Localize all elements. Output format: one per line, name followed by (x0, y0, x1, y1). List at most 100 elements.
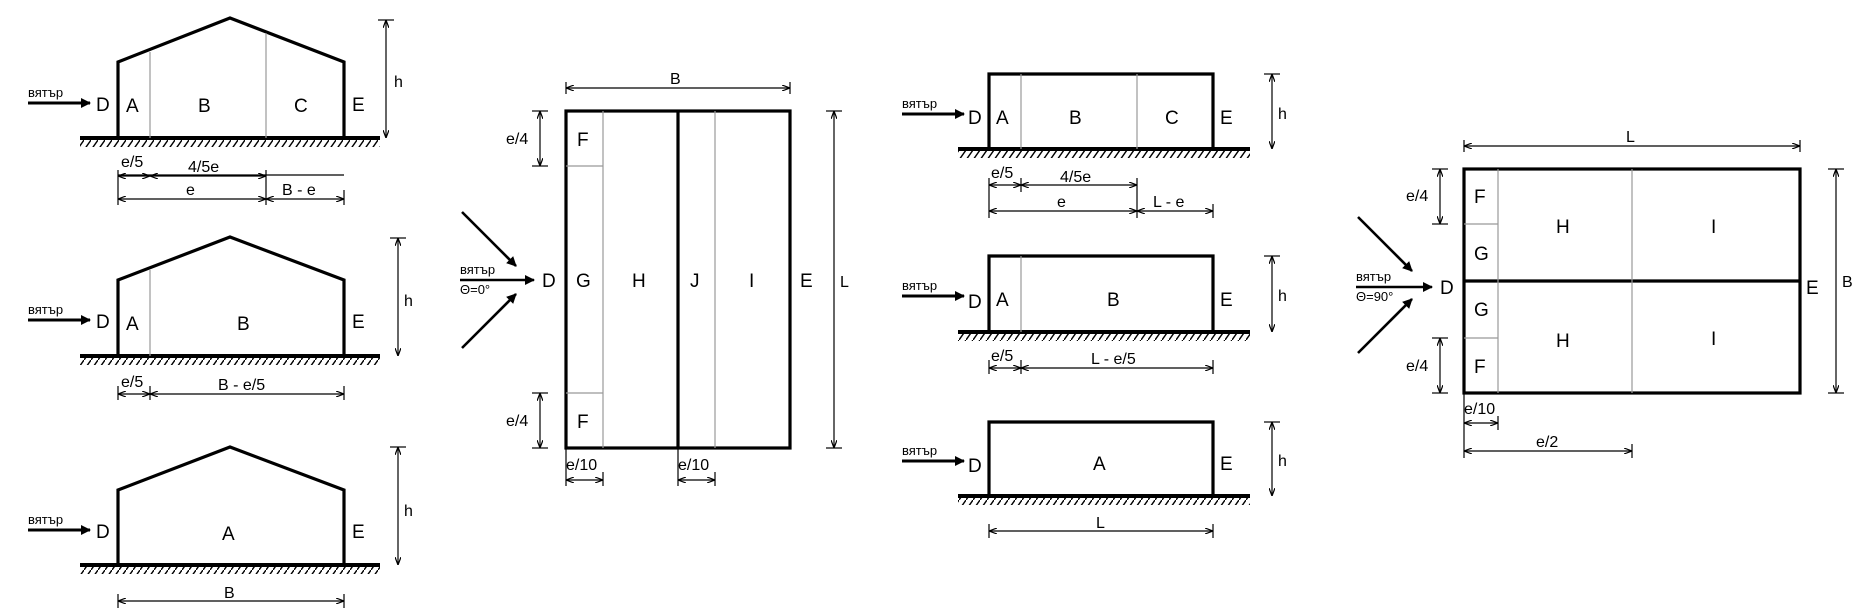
height-label: h (394, 74, 403, 91)
e45-label: 4/5e (1060, 169, 1091, 186)
b-label: B (1842, 274, 1853, 291)
zone-a-label: A (222, 524, 235, 545)
wind-label: вятър (28, 512, 63, 527)
zone-i-label: I (749, 271, 754, 292)
ground-hatch (958, 496, 1250, 505)
wind-label: вятър (28, 302, 63, 317)
ground-hatch (958, 332, 1250, 341)
zone-f-label: F (577, 412, 589, 433)
zone-f-label: F (577, 130, 589, 151)
theta-label: Θ=90° (1356, 289, 1393, 304)
face-e-label: E (1806, 278, 1819, 299)
roof-plan-theta-0: вятър Θ=0° D F G F H J I E B L e/4 e/4 (460, 71, 849, 486)
building-outline (116, 445, 346, 565)
zone-g-label: G (1474, 300, 1489, 321)
e-label: e (1057, 194, 1066, 211)
gable-elevation-3: вятър D E A h B (28, 445, 413, 608)
l-e5-label: L - e/5 (1091, 351, 1136, 368)
e4-label: e/4 (1406, 358, 1428, 375)
e5-label: e/5 (121, 154, 143, 171)
zone-b-label: B (198, 96, 211, 117)
zone-g-label: G (576, 271, 591, 292)
wind-label: вятър (1356, 269, 1391, 284)
wind-label: вятър (902, 96, 937, 111)
wind-arrow-oblique (461, 293, 517, 349)
face-d-label: D (96, 95, 110, 116)
e-label: e (186, 182, 195, 199)
l-e-label: L - e (1153, 194, 1185, 211)
wind-label: вятър (460, 262, 495, 277)
b-label: B (670, 71, 681, 88)
face-e-label: E (1220, 108, 1233, 129)
zone-f-label: F (1474, 187, 1486, 208)
face-d-label: D (542, 271, 556, 292)
wind-arrow-oblique (1357, 216, 1413, 272)
e45-label: 4/5e (188, 159, 219, 176)
e4-label: e/4 (506, 131, 528, 148)
b-e5-label: B - e/5 (218, 377, 265, 394)
flat-elevation-2: вятър D E A B h e/5 L - e/5 (902, 254, 1287, 374)
zone-a-label: A (1093, 454, 1106, 475)
e10-label: e/10 (678, 457, 709, 474)
gable-elevation-2: вятър D E A B h e/5 B - e/5 (28, 235, 413, 400)
zone-f-label: F (1474, 357, 1486, 378)
face-d-label: D (968, 292, 982, 313)
zone-h-label: H (1556, 217, 1570, 238)
l-label: L (840, 274, 849, 291)
zone-b-label: B (1069, 108, 1082, 129)
height-label: h (1278, 453, 1287, 470)
face-e-label: E (352, 95, 365, 116)
ground-hatch (80, 565, 380, 574)
flat-elevation-3: вятър D E A h L (902, 420, 1287, 538)
height-label: h (404, 293, 413, 310)
zone-c-label: C (1165, 108, 1179, 129)
flat-elevation-1: вятър D E A B C h e/5 4/5e e L - e (902, 72, 1287, 218)
face-d-label: D (96, 522, 110, 543)
e10-label: e/10 (566, 457, 597, 474)
face-e-label: E (1220, 290, 1233, 311)
zone-a-label: A (126, 314, 139, 335)
face-d-label: D (968, 456, 982, 477)
wind-label: вятър (902, 443, 937, 458)
building-outline (987, 72, 1215, 149)
zone-a-label: A (126, 96, 139, 117)
wind-label: вятър (902, 278, 937, 293)
face-e-label: E (352, 522, 365, 543)
building-outline (987, 254, 1215, 332)
e4-label: e/4 (1406, 188, 1428, 205)
zone-a-label: A (996, 290, 1009, 311)
zone-h-label: H (632, 271, 646, 292)
roof-plan-theta-90: вятър Θ=90° D F G G F H H I I E L B e/4 … (1356, 129, 1853, 458)
ground-hatch (958, 149, 1250, 158)
e2-label: e/2 (1536, 434, 1558, 451)
building-outline (987, 420, 1215, 496)
ground-hatch (80, 356, 380, 365)
height-label: h (404, 503, 413, 520)
b-label: B (224, 585, 235, 602)
zone-a-label: A (996, 108, 1009, 129)
zone-g-label: G (1474, 244, 1489, 265)
face-d-label: D (968, 108, 982, 129)
building-outline (116, 16, 346, 138)
zone-i-label: I (1711, 217, 1716, 238)
building-outline (116, 235, 346, 356)
zone-c-label: C (294, 96, 308, 117)
l-label: L (1096, 515, 1105, 532)
e10-label: e/10 (1464, 401, 1495, 418)
face-d-label: D (1440, 278, 1454, 299)
face-e-label: E (1220, 454, 1233, 475)
face-e-label: E (800, 271, 813, 292)
face-e-label: E (352, 312, 365, 333)
zone-j-label: J (690, 271, 700, 292)
zone-i-label: I (1711, 329, 1716, 350)
wind-arrow-oblique (1357, 298, 1413, 354)
zone-h-label: H (1556, 331, 1570, 352)
b-e-label: B - e (282, 182, 316, 199)
height-label: h (1278, 106, 1287, 123)
e5-label: e/5 (121, 374, 143, 391)
face-d-label: D (96, 312, 110, 333)
theta-label: Θ=0° (460, 282, 490, 297)
gable-elevation-1: вятър D E A B C h e/5 4/5e e B - e (28, 16, 403, 205)
height-label: h (1278, 288, 1287, 305)
